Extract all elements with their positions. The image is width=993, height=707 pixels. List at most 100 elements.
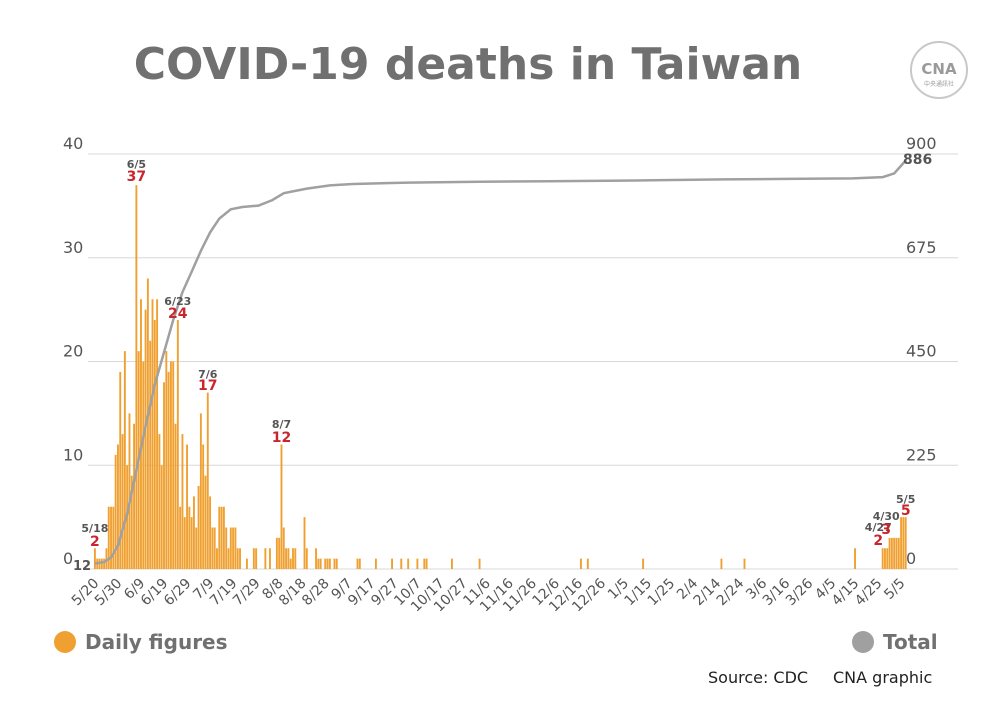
daily-bar: [356, 558, 359, 570]
daily-bar: [897, 537, 900, 570]
daily-bar: [252, 548, 255, 569]
daily-bar: [450, 558, 453, 570]
daily-bar: [255, 548, 258, 569]
daily-bar: [163, 382, 165, 569]
daily-bar: [160, 465, 163, 569]
x-tick-label: 3/26: [783, 575, 817, 609]
annotation-value: 2: [90, 534, 100, 550]
x-tick-label: 7/29: [230, 576, 264, 610]
daily-bar: [239, 548, 241, 569]
daily-bar: [287, 548, 290, 569]
daily-bar: [183, 517, 186, 570]
daily-bar: [181, 434, 184, 570]
daily-bar: [245, 558, 248, 570]
daily-bar: [133, 423, 136, 569]
daily-bar: [227, 548, 230, 569]
y-right-tick-label: 675: [906, 238, 937, 257]
daily-bar: [358, 558, 361, 570]
total-start-label: 12: [73, 559, 91, 574]
annotation-date: 7/6: [198, 368, 218, 381]
daily-bar: [135, 185, 138, 570]
x-axis: 5/205/306/96/196/297/97/197/298/88/188/2…: [69, 575, 909, 615]
daily-bar: [285, 548, 288, 569]
x-tick-label: 5/5: [881, 576, 908, 603]
x-tick-label: 5/30: [92, 576, 126, 610]
logo-text: CNA: [921, 60, 957, 78]
daily-bar: [151, 299, 154, 569]
daily-bar: [280, 444, 283, 569]
annotation-date: 6/23: [164, 295, 191, 308]
legend-total: Total: [852, 630, 938, 654]
daily-bar: [218, 506, 221, 569]
daily-bar: [900, 517, 903, 570]
daily-bar: [425, 558, 428, 570]
total-end-label: 886: [903, 152, 932, 168]
y-right-tick-label: 900: [906, 134, 937, 153]
daily-bar: [886, 548, 889, 569]
x-tick-label: 4/25: [852, 576, 886, 610]
daily-bar: [888, 537, 891, 570]
daily-bar: [100, 558, 103, 570]
daily-bar: [144, 309, 147, 570]
daily-bar: [319, 558, 322, 570]
annotation-date: 5/5: [896, 493, 915, 506]
annotation-value: 17: [198, 378, 217, 394]
daily-bar: [586, 558, 589, 570]
gridlines: [88, 153, 958, 570]
daily-bar: [391, 558, 393, 570]
daily-bar: [743, 558, 746, 570]
daily-bar: [902, 517, 905, 570]
y-right-tick-label: 450: [906, 342, 937, 361]
daily-bar: [123, 351, 126, 570]
daily-bar: [884, 548, 886, 569]
y-left-tick-label: 10: [63, 445, 83, 464]
daily-bar: [158, 434, 161, 570]
y-right-tick-label: 0: [906, 549, 916, 568]
daily-bar: [478, 558, 481, 570]
y-left-tick-label: 20: [63, 342, 83, 361]
daily-bar: [119, 371, 122, 570]
legend-total-swatch: [852, 631, 874, 653]
daily-bar: [130, 475, 133, 570]
daily-bar: [211, 527, 214, 569]
daily-bar: [149, 340, 152, 569]
legend-daily-label: Daily figures: [85, 630, 228, 654]
y-left-tick-label: 0: [63, 549, 73, 568]
total-line: [94, 159, 907, 565]
logo-circle: [910, 41, 968, 99]
annotation-value: 5: [901, 503, 911, 519]
daily-bar: [117, 444, 119, 569]
daily-bar: [188, 506, 191, 569]
daily-bar: [890, 537, 893, 570]
daily-bar: [110, 506, 112, 569]
daily-bar: [317, 558, 320, 570]
daily-bar: [142, 361, 145, 569]
daily-bar: [423, 558, 426, 570]
daily-bar: [282, 527, 285, 569]
chart-title: COVID-19 deaths in Taiwan: [134, 39, 803, 90]
x-tick-label: 8/28: [299, 576, 333, 610]
daily-bar: [193, 496, 195, 570]
daily-bar: [195, 527, 198, 569]
y-left-tick-label: 30: [63, 238, 83, 257]
daily-bar: [234, 527, 237, 569]
daily-bar: [294, 548, 297, 569]
daily-bar: [197, 486, 200, 569]
daily-bar: [232, 527, 235, 569]
annotation-value: 37: [127, 169, 146, 185]
daily-bar: [206, 392, 209, 570]
daily-bar: [220, 506, 223, 569]
legend-total-label: Total: [883, 630, 938, 654]
daily-bar: [112, 506, 115, 569]
daily-bar: [315, 548, 317, 569]
x-tick-label: 6/29: [161, 576, 195, 610]
annotation-date: 6/5: [127, 158, 146, 171]
daily-bar: [186, 444, 188, 569]
daily-bar: [893, 537, 896, 570]
daily-bar: [107, 506, 110, 569]
daily-bar: [169, 361, 172, 569]
x-tick-label: 2/24: [714, 575, 748, 609]
annotation-date: 4/30: [873, 510, 900, 523]
daily-bar: [269, 548, 271, 569]
